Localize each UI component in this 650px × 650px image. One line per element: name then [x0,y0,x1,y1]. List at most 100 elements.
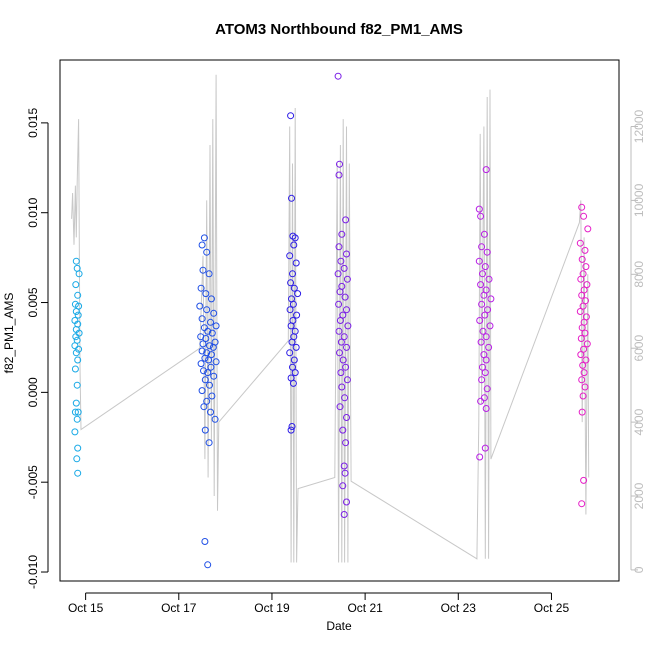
secondary-series [71,74,590,563]
data-point [482,356,490,364]
data-point [204,369,212,377]
data-point [481,369,489,377]
data-point [206,342,213,350]
data-point [206,381,213,389]
data-point [292,259,300,267]
data-point [475,257,483,265]
data-point [341,293,349,301]
data-point [343,414,350,421]
data-point [477,212,485,220]
data-point [343,376,351,384]
data-point [335,300,343,308]
data-point [198,347,206,355]
data-point [287,279,295,287]
data-point [476,453,484,461]
data-point [199,340,207,348]
data-point [476,317,484,324]
data-point [200,403,208,411]
x-tick-label: Oct 21 [347,601,383,615]
data-point [334,270,342,278]
data-point [480,291,488,299]
data-points [71,72,592,569]
data-point [287,112,295,120]
data-point [579,361,587,369]
data-point [482,333,490,341]
y-tick-label: -0.005 [26,465,40,499]
y2-tick-label: 6000 [632,335,646,362]
data-point [576,239,584,247]
data-point [343,250,350,258]
data-point [477,397,485,405]
data-point [207,318,214,326]
y-tick-label: 0.000 [26,377,40,407]
x-tick-label: Oct 15 [68,601,104,615]
y2-tick-label: 0 [632,566,646,573]
data-point [203,248,211,256]
data-point [487,295,495,303]
data-point [578,500,586,508]
plot-frame [59,59,620,582]
data-point [338,383,346,391]
data-point [208,329,216,337]
axes: Oct 15 Oct 17 Oct 19 Oct 21 Oct 23 Oct 25 -0.0… [26,108,646,615]
data-point [72,308,80,315]
data-point [204,327,212,335]
data-point [75,270,83,278]
data-point [198,315,206,323]
data-point [291,234,299,242]
data-point [336,288,344,296]
data-point [343,498,350,506]
data-point [72,349,80,357]
data-point [580,212,588,220]
data-point [74,291,82,299]
data-point [289,270,296,278]
data-point [336,160,343,168]
y-tick-label: 0.015 [26,108,40,138]
y-tick-label: 0.010 [26,197,40,227]
data-point [580,476,588,484]
data-point [71,408,79,416]
data-point [203,397,211,405]
data-point [209,343,217,351]
data-point [196,302,204,310]
y2-tick-label: 2000 [632,482,646,509]
y-tick-label: 0.005 [26,287,40,317]
x-axis-label: Date [326,619,352,633]
data-point [199,266,207,274]
data-point [198,387,206,395]
data-point [335,327,343,335]
data-point [290,284,298,292]
data-point [208,392,216,400]
data-point [286,306,294,314]
data-point [336,317,344,324]
data-point [478,300,486,308]
data-point [205,270,213,278]
data-point [289,363,296,371]
data-point [287,426,295,434]
data-point [343,343,350,351]
data-point [205,356,213,364]
data-point [583,340,591,348]
data-point [201,376,209,384]
data-point [342,363,350,371]
data-point [482,166,490,174]
data-point [291,369,299,377]
data-point [200,367,207,375]
y2-tick-label: 8000 [632,261,646,288]
data-point [207,351,215,359]
data-point [578,408,586,416]
data-point [288,194,295,202]
data-point [201,538,209,545]
data-point [335,243,343,251]
data-point [334,72,342,80]
data-point [481,311,489,319]
data-point [211,415,219,423]
data-point [207,363,215,371]
x-tick-label: Oct 25 [534,601,570,615]
y2-tick-label: 12000 [632,109,646,143]
data-point [340,333,348,341]
data-point [480,394,488,402]
data-point [482,405,490,412]
data-point [74,311,82,319]
data-point [578,255,586,263]
